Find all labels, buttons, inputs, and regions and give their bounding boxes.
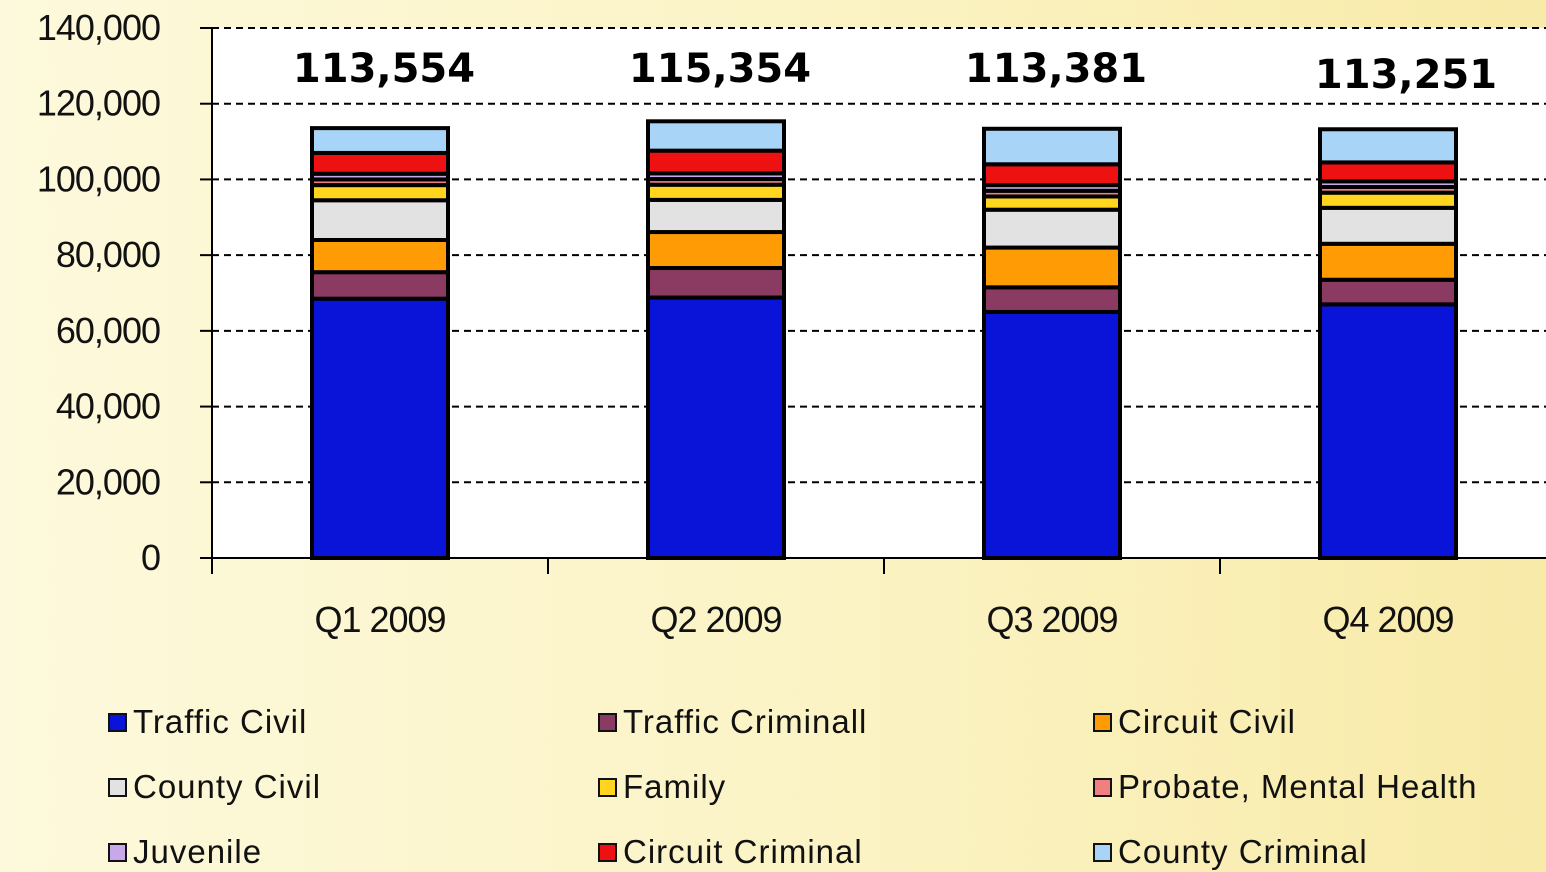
- y-tick-label: 80,000: [56, 234, 160, 275]
- bar-segment: [1318, 302, 1458, 560]
- bar-segment: [982, 309, 1122, 560]
- bar-segment: [646, 197, 786, 235]
- bar-segment: [310, 198, 450, 242]
- bar-segment: [646, 148, 786, 176]
- bar-segment: [646, 230, 786, 271]
- y-tick-label: 40,000: [56, 386, 160, 427]
- bar-segment: [982, 162, 1122, 188]
- bar-total-label: 115,354: [629, 46, 811, 92]
- y-tick-label: 120,000: [37, 83, 160, 124]
- x-tick-label: Q3 2009: [986, 599, 1117, 640]
- bar-segment: [982, 126, 1122, 167]
- bar-segment: [982, 207, 1122, 250]
- bar-segment: [982, 245, 1122, 290]
- bar-segment: [1318, 127, 1458, 165]
- bar-segment: [646, 295, 786, 560]
- y-tick-label: 60,000: [56, 310, 160, 351]
- bar-segment: [1318, 190, 1458, 210]
- bar-segment: [310, 238, 450, 275]
- x-tick-label: Q4 2009: [1322, 599, 1453, 640]
- bar-segment: [646, 119, 786, 153]
- bar-segment: [646, 182, 786, 202]
- bar-segment: [310, 183, 450, 203]
- y-tick-label: 100,000: [37, 158, 160, 199]
- y-tick-label: 20,000: [56, 461, 160, 502]
- bar-total-label: 113,554: [293, 46, 475, 92]
- bar-segment: [646, 266, 786, 300]
- bar-segment: [310, 126, 450, 155]
- bar-segment: [310, 150, 450, 176]
- y-tick-label: 0: [141, 537, 160, 578]
- bar-segment: [1318, 241, 1458, 282]
- bar-total-label: 113,381: [965, 46, 1147, 92]
- bar-segment: [1318, 160, 1458, 184]
- x-tick-label: Q2 2009: [650, 599, 781, 640]
- x-tick-label: Q1 2009: [314, 599, 445, 640]
- bar-total-label: 113,251: [1315, 52, 1497, 98]
- bar-segment: [1318, 277, 1458, 307]
- bar-segment: [310, 296, 450, 560]
- bar-segment: [1318, 205, 1458, 246]
- bar-segment: [982, 285, 1122, 314]
- bar-segment: [310, 270, 450, 301]
- y-tick-label: 140,000: [37, 7, 160, 48]
